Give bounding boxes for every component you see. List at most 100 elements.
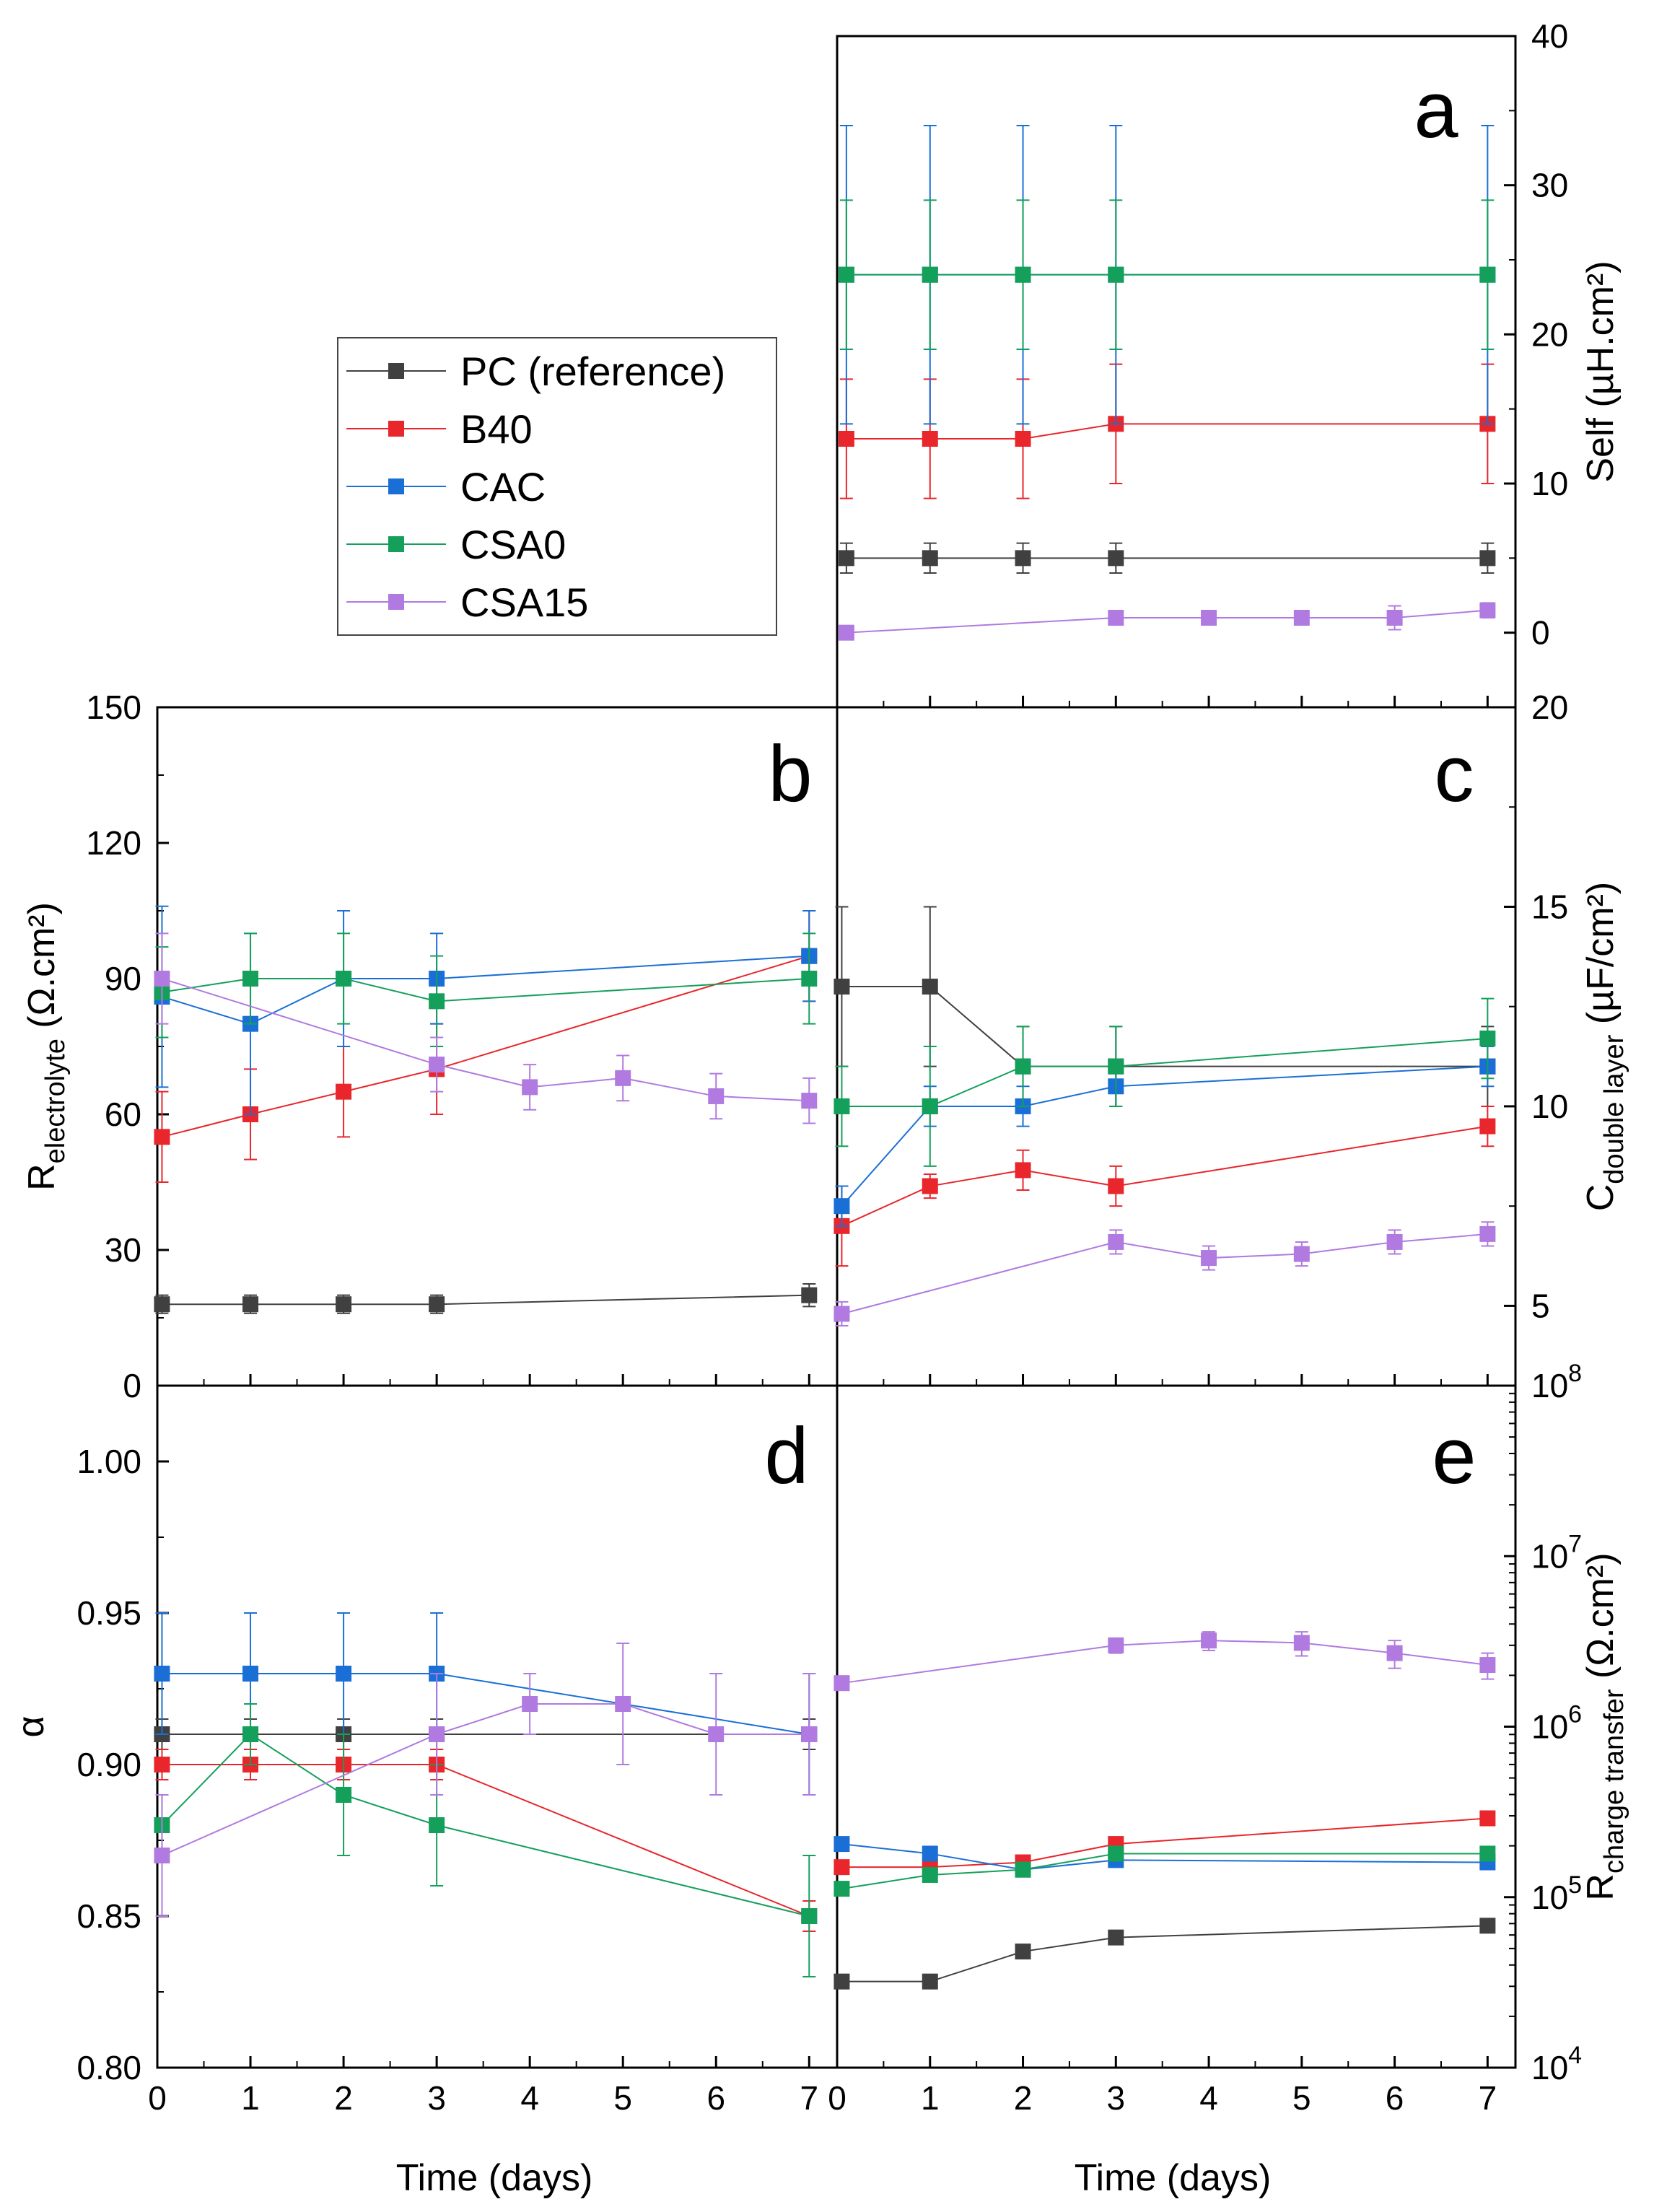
- data-point: [1108, 1233, 1124, 1250]
- y-tick-exponent: 4: [1568, 2042, 1582, 2069]
- y-tick-label-a: 10: [1531, 465, 1568, 502]
- data-point: [922, 1973, 938, 1990]
- y-tick-label-d: 0.90: [76, 1746, 141, 1783]
- y-tick-label-b: 150: [86, 688, 141, 726]
- series-e-pc: [834, 1918, 1496, 1990]
- y-tick-label-b: 0: [123, 1367, 141, 1404]
- y-label-unit: (Ω.cm²): [21, 902, 63, 1039]
- data-point: [154, 1129, 170, 1145]
- x-tick-label-d: 5: [613, 2079, 632, 2117]
- legend-label-pc: PC (reference): [460, 349, 725, 394]
- data-point: [154, 1757, 170, 1772]
- data-point: [1108, 550, 1124, 567]
- x-tick-label-e: 6: [1386, 2079, 1404, 2117]
- x-axis-label-right: Time (days): [1075, 2157, 1272, 2199]
- y-label-sub: charge transfer: [1599, 1689, 1629, 1874]
- y-tick-exponent: 6: [1568, 1701, 1582, 1728]
- legend-label-b40: B40: [460, 406, 533, 452]
- data-point: [615, 1070, 631, 1086]
- series-c-pc: [834, 906, 1496, 1107]
- data-point: [834, 1859, 850, 1876]
- series-b-csa15: [154, 932, 818, 1124]
- y-tick-base: 10: [1531, 1879, 1568, 1916]
- data-point: [922, 1866, 938, 1883]
- data-point: [154, 1848, 170, 1863]
- legend-marker-csa15: [388, 594, 404, 610]
- y-tick-base: 10: [1531, 2049, 1568, 2086]
- data-point: [1108, 1929, 1124, 1946]
- x-tick-label-e: 3: [1107, 2079, 1126, 2117]
- data-point: [1479, 1030, 1496, 1046]
- data-point: [242, 1296, 259, 1313]
- panel-frame-b: [156, 706, 839, 1387]
- data-point: [1479, 550, 1496, 567]
- x-tick-label-e: 4: [1199, 2079, 1218, 2117]
- data-point: [1108, 1845, 1124, 1862]
- data-point: [838, 550, 854, 567]
- data-point: [834, 979, 850, 995]
- series-e-csa15: [834, 1631, 1496, 1692]
- series-c-csa0: [834, 997, 1496, 1167]
- series-b-pc: [154, 1283, 818, 1314]
- data-point: [1293, 1246, 1310, 1262]
- series-c-csa15: [834, 1221, 1496, 1327]
- y-tick-label-d: 1.00: [76, 1443, 141, 1480]
- y-label-unit: (Ω.cm²): [1580, 1552, 1622, 1689]
- y-tick-base: 10: [1531, 1708, 1568, 1746]
- data-point: [429, 1726, 445, 1742]
- y-tick-label-c: 15: [1531, 888, 1568, 925]
- x-tick-label-d: 3: [427, 2079, 446, 2117]
- panel-letter-c: c: [1435, 730, 1474, 818]
- panel-letter-d: d: [764, 1412, 808, 1500]
- data-point: [1386, 1233, 1403, 1250]
- data-point: [336, 971, 352, 987]
- legend-label-csa15: CSA15: [460, 580, 588, 625]
- data-point: [522, 1079, 538, 1096]
- series-a-pc: [838, 542, 1496, 574]
- data-point: [1386, 1645, 1403, 1661]
- x-tick-label-e: 0: [828, 2079, 846, 2117]
- data-point: [834, 1836, 850, 1853]
- x-tick-label-e: 7: [1479, 2079, 1497, 2117]
- series-b-cac: [154, 905, 818, 1115]
- x-axis-label-left: Time (days): [396, 2157, 593, 2199]
- data-point: [1479, 1810, 1496, 1827]
- y-axis-label-c: Cdouble layer (µF/cm²): [1580, 882, 1629, 1212]
- y-label-unit: (µF/cm²): [1580, 882, 1622, 1035]
- series-a-csa15: [838, 602, 1496, 641]
- y-label-sub: double layer: [1599, 1034, 1629, 1184]
- series-line: [841, 1233, 1488, 1315]
- panel-letter-e: e: [1432, 1412, 1476, 1500]
- data-point: [1293, 1635, 1310, 1651]
- data-point: [838, 431, 854, 447]
- y-tick-exponent: 5: [1568, 1871, 1582, 1899]
- data-point: [834, 1098, 850, 1114]
- data-point: [801, 1287, 818, 1303]
- data-point: [336, 1787, 352, 1803]
- x-tick-label-e: 2: [1014, 2079, 1033, 2117]
- x-tick-label-d: 0: [148, 2079, 167, 2117]
- data-point: [922, 1178, 938, 1194]
- series-a-b40: [838, 363, 1496, 499]
- y-label-main: R: [1580, 1874, 1622, 1901]
- y-tick-label-e: 105: [1531, 1871, 1582, 1916]
- y-tick-base: 10: [1531, 1367, 1568, 1404]
- series-d-b40: [154, 1749, 818, 1932]
- data-point: [1201, 1632, 1217, 1649]
- data-point: [154, 971, 170, 987]
- series-line: [162, 1703, 810, 1856]
- x-tick-label-d: 7: [800, 2079, 818, 2117]
- data-point: [1108, 1058, 1124, 1075]
- data-point: [834, 1973, 850, 1990]
- series-line: [841, 1843, 1488, 1871]
- y-tick-label-d: 0.80: [76, 2049, 141, 2086]
- data-point: [708, 1726, 725, 1742]
- series-line: [161, 1733, 810, 1917]
- y-tick-exponent: 7: [1568, 1530, 1582, 1557]
- series-line: [846, 423, 1488, 440]
- panel-letter-b: b: [768, 730, 812, 818]
- data-point: [834, 1198, 850, 1215]
- y-tick-exponent: 8: [1568, 1360, 1582, 1387]
